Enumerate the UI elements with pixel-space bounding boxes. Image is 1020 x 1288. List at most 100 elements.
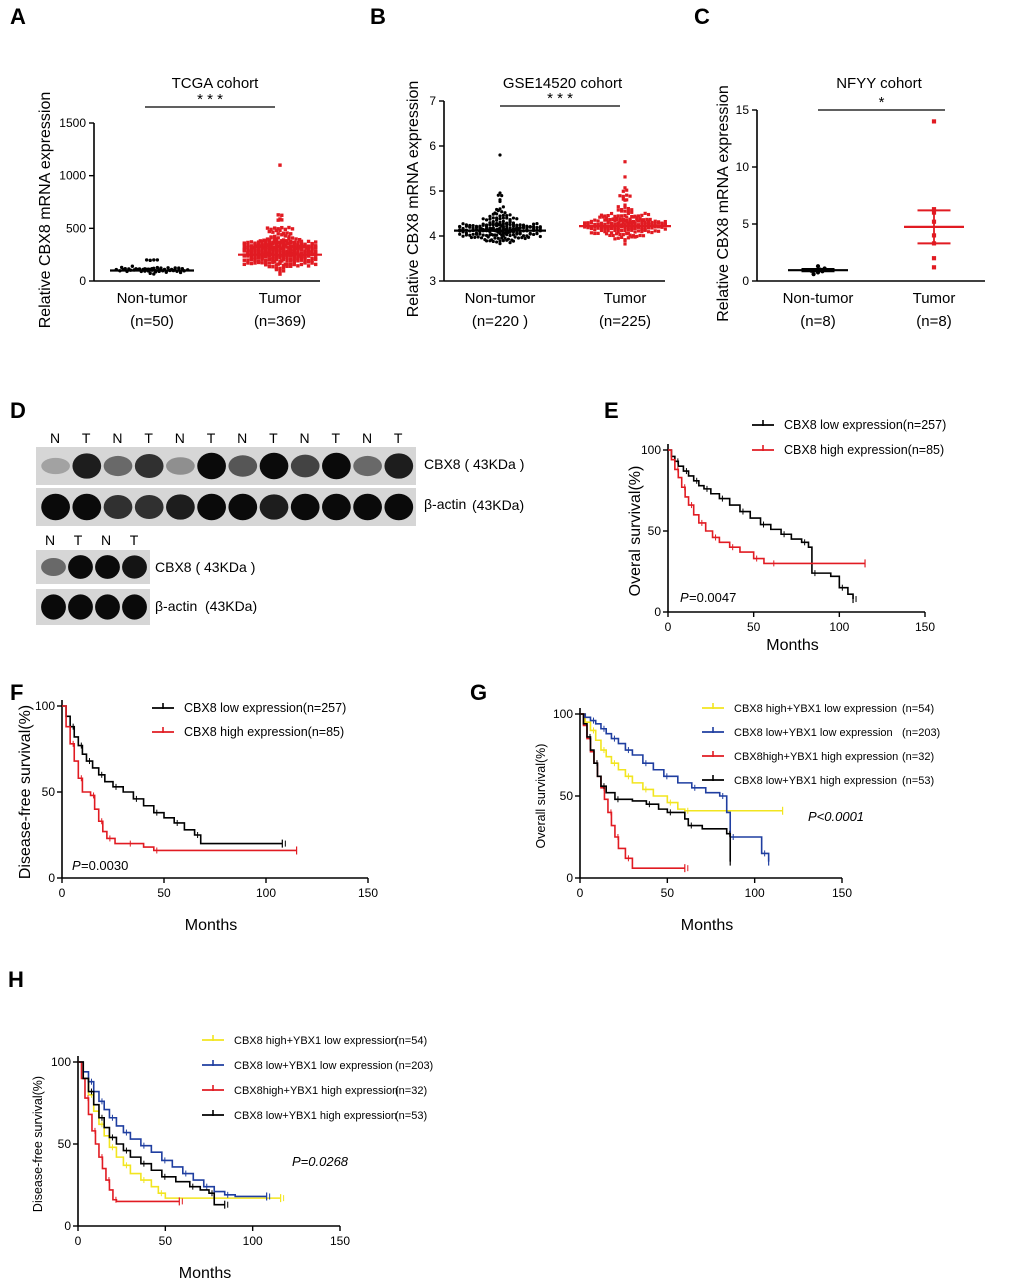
- legend-n-label: (n=203): [395, 1060, 433, 1072]
- data-point: [260, 256, 264, 260]
- y-tick-label: 4: [429, 229, 436, 243]
- data-point: [493, 233, 497, 237]
- category-label: Tumor: [604, 290, 647, 307]
- data-point: [290, 244, 295, 249]
- category-label: Tumor: [259, 290, 302, 307]
- data-point: [623, 160, 627, 164]
- legend-n-label: (n=203): [902, 727, 940, 739]
- data-point: [538, 234, 542, 239]
- data-point: [264, 250, 268, 255]
- data-point: [249, 255, 254, 259]
- x-tick-label: 50: [747, 620, 761, 634]
- data-point: [283, 262, 288, 266]
- data-point: [508, 226, 512, 230]
- data-point: [626, 209, 630, 213]
- lane-label: T: [130, 532, 139, 548]
- data-point: [301, 244, 305, 249]
- data-point: [631, 215, 635, 219]
- data-point: [281, 240, 286, 245]
- series-non-tumor: [454, 153, 546, 246]
- data-point: [272, 234, 277, 239]
- data-point: [458, 224, 462, 229]
- data-point: [613, 225, 617, 229]
- data-point: [641, 218, 646, 222]
- data-point: [815, 264, 821, 269]
- data-point: [152, 258, 156, 262]
- data-point: [249, 240, 254, 244]
- data-point: [280, 225, 284, 230]
- data-point: [638, 233, 642, 238]
- km-series-0: CBX8 low expression(n=257): [668, 418, 946, 604]
- lane-label: N: [101, 532, 111, 548]
- data-point: [297, 237, 302, 242]
- data-point: [645, 217, 649, 222]
- data-point: [653, 222, 657, 226]
- data-point: [285, 249, 289, 253]
- data-point: [292, 241, 296, 245]
- x-tick-label: 100: [256, 886, 276, 900]
- data-point: [314, 249, 318, 254]
- data-point: [274, 267, 279, 272]
- legend-n-label: (n=53): [902, 775, 934, 787]
- data-point: [623, 223, 627, 227]
- data-point: [253, 247, 257, 251]
- data-point: [636, 219, 641, 223]
- data-point: [511, 224, 516, 228]
- data-point: [276, 232, 280, 236]
- data-point: [657, 229, 661, 233]
- data-point: [601, 215, 605, 219]
- data-point: [491, 212, 495, 216]
- data-point: [476, 235, 480, 239]
- data-point: [280, 246, 284, 250]
- data-point: [274, 263, 279, 267]
- data-point: [520, 236, 524, 240]
- data-point: [461, 226, 465, 231]
- blot-band: [103, 494, 133, 520]
- survival-curve: [668, 449, 854, 600]
- data-point: [152, 272, 156, 276]
- panel-label: A: [10, 4, 26, 29]
- data-point: [461, 222, 465, 226]
- data-point: [178, 270, 183, 275]
- data-point: [488, 217, 492, 221]
- p-value: =0.0047: [689, 590, 736, 605]
- data-point: [267, 257, 271, 262]
- data-point: [646, 219, 651, 223]
- data-point: [586, 222, 590, 226]
- blot-band: [134, 453, 164, 479]
- data-point: [621, 194, 625, 199]
- blot-band: [197, 452, 226, 480]
- data-point: [628, 194, 632, 198]
- x-tick-label: 150: [330, 1234, 350, 1248]
- data-point: [246, 243, 250, 247]
- data-point: [276, 227, 280, 231]
- data-point: [609, 211, 614, 216]
- data-point: [479, 236, 484, 240]
- series-non-tumor: [788, 264, 848, 277]
- data-point: [500, 224, 504, 228]
- data-point: [303, 249, 307, 253]
- data-point: [272, 226, 277, 230]
- data-point: [119, 265, 124, 270]
- y-tick-label: 0: [742, 274, 749, 288]
- data-point: [256, 260, 261, 265]
- data-point: [278, 259, 282, 264]
- data-point: [616, 208, 620, 212]
- blot-band: [134, 494, 164, 520]
- data-point: [586, 226, 590, 230]
- data-point: [646, 226, 651, 230]
- data-point: [604, 232, 609, 236]
- data-point: [260, 261, 264, 265]
- data-point: [611, 233, 615, 238]
- data-point: [306, 250, 311, 254]
- y-tick-label: 3: [429, 274, 436, 288]
- data-point: [486, 235, 490, 239]
- data-point: [616, 230, 620, 234]
- panel-E: E 0 50 100 150 0 50 100 Months Overal survival(%)…: [604, 398, 946, 654]
- data-point: [280, 259, 284, 263]
- data-point: [242, 249, 246, 253]
- data-point: [623, 229, 627, 233]
- data-point: [630, 210, 634, 214]
- blot-band: [41, 594, 66, 620]
- y-tick-label: 10: [736, 160, 750, 174]
